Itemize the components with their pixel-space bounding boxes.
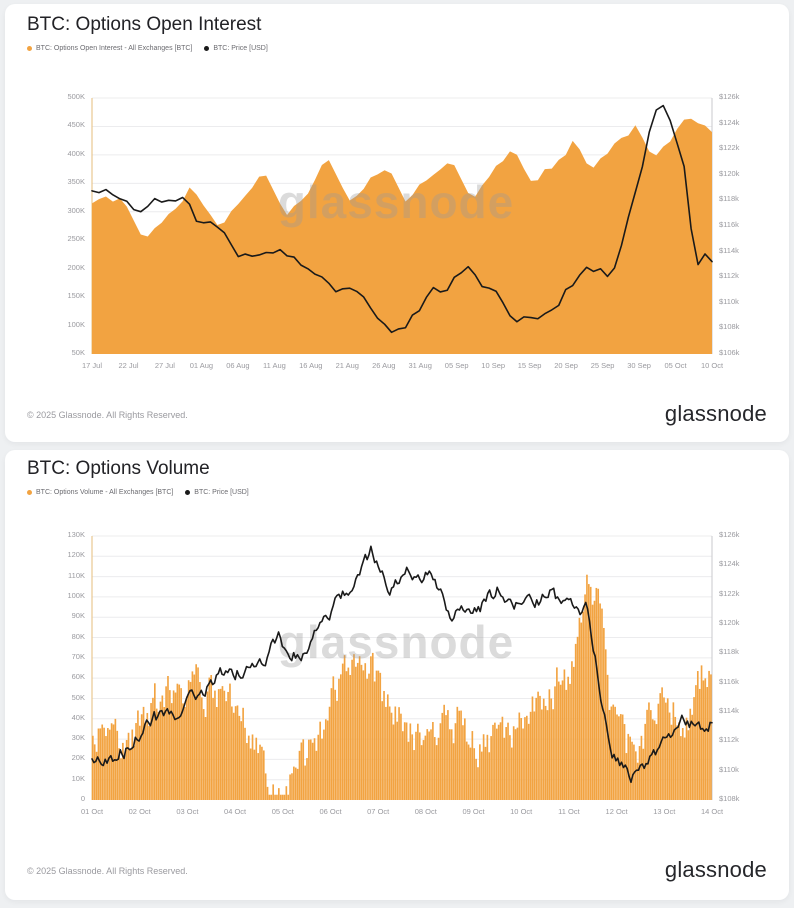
svg-text:glassnode: glassnode	[278, 176, 515, 228]
svg-text:glassnode: glassnode	[278, 616, 515, 668]
